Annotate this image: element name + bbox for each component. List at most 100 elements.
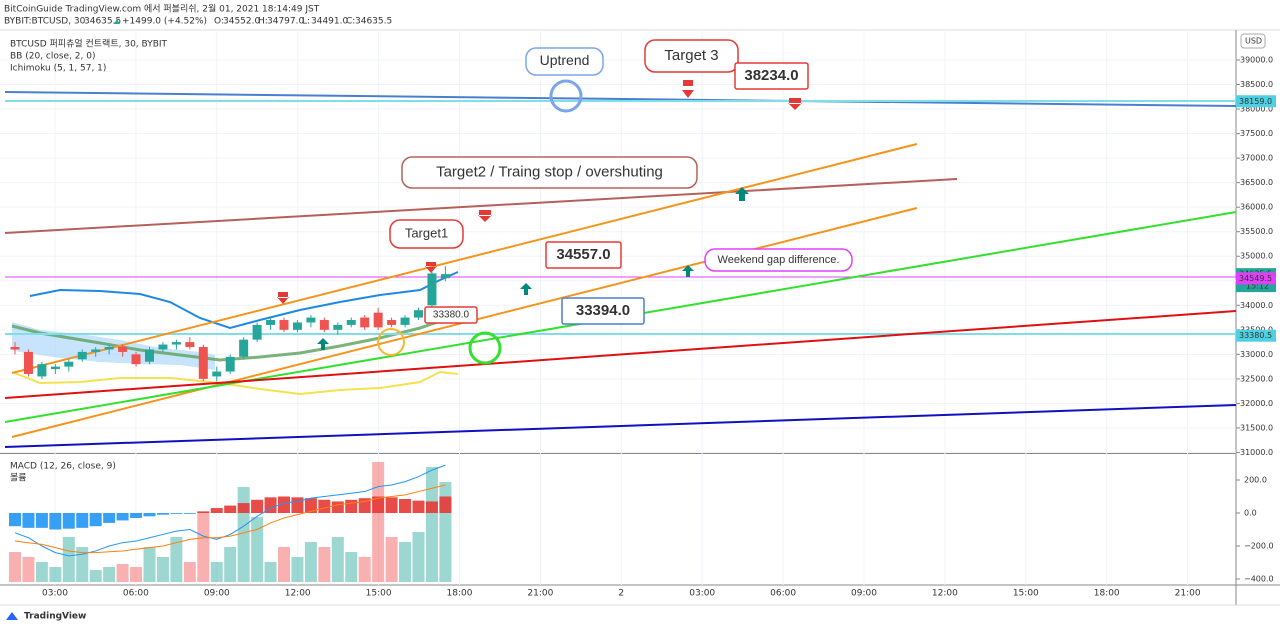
annotation-text: 38234.0 bbox=[744, 67, 798, 84]
price-tag-label: 34549.5 bbox=[1239, 274, 1272, 283]
y-tick-label: 38000.0 bbox=[1240, 105, 1273, 114]
candle-body bbox=[440, 274, 450, 279]
macd-histogram-bar bbox=[331, 501, 344, 513]
volume-bar bbox=[103, 567, 116, 582]
volume-bar bbox=[143, 547, 156, 582]
macd-tick-label: −200.0 bbox=[1244, 542, 1274, 551]
annotation-box bbox=[561, 297, 645, 325]
macd-histogram-bar bbox=[385, 497, 398, 513]
x-tick-label: 21:00 bbox=[527, 589, 553, 599]
candle-body bbox=[158, 344, 168, 350]
macd-histogram-bar bbox=[425, 501, 438, 513]
annotation-text: 33394.0 bbox=[576, 302, 630, 319]
volume-bar bbox=[412, 532, 425, 582]
macd-histogram-bar bbox=[89, 513, 102, 527]
y-tick-label: 32500.0 bbox=[1240, 374, 1273, 383]
volume-bar bbox=[62, 537, 75, 582]
macd-histogram-bar bbox=[237, 503, 250, 513]
macd-histogram-bar bbox=[143, 513, 156, 517]
y-tick-label: 39000.0 bbox=[1240, 56, 1273, 65]
y-tick-label: 31000.0 bbox=[1240, 448, 1273, 457]
macd-histogram-bar bbox=[116, 513, 129, 521]
candle-body bbox=[333, 324, 343, 330]
volume-bar bbox=[156, 557, 169, 582]
macd-histogram-bar bbox=[76, 513, 89, 528]
header-field: H: bbox=[258, 17, 268, 27]
unit-label: USD bbox=[1245, 37, 1262, 46]
y-tick-label: 34000.0 bbox=[1240, 301, 1273, 310]
x-tick-label: 12:00 bbox=[285, 589, 311, 599]
macd-histogram-bar bbox=[318, 499, 331, 513]
candle-body bbox=[319, 320, 329, 330]
volume-bar bbox=[372, 462, 385, 582]
x-tick-label: 15:00 bbox=[366, 589, 392, 599]
volume-bar bbox=[318, 547, 331, 582]
volume-bar bbox=[345, 552, 358, 582]
volume-bar bbox=[264, 562, 277, 582]
macd-histogram-bar bbox=[49, 513, 62, 530]
macd-title: MACD (12, 26, close, 9) bbox=[10, 462, 116, 472]
x-tick-label: 06:00 bbox=[123, 589, 149, 599]
volume-bar bbox=[278, 547, 290, 582]
candle-body bbox=[414, 310, 423, 318]
macd-histogram-bar bbox=[251, 499, 264, 513]
volume-bar bbox=[385, 537, 398, 582]
header-field: L: bbox=[302, 17, 310, 27]
y-tick-label: 37500.0 bbox=[1240, 129, 1273, 138]
macd-histogram-bar bbox=[264, 497, 277, 513]
volume-bar bbox=[22, 557, 35, 582]
candle-body bbox=[346, 320, 356, 325]
macd-histogram-bar bbox=[399, 498, 412, 513]
candle-body bbox=[427, 273, 437, 306]
volume-bar bbox=[89, 570, 102, 582]
header-field: 34635.5 bbox=[84, 17, 121, 27]
header-field: O: bbox=[214, 17, 224, 27]
candle-body bbox=[279, 320, 289, 330]
macd-tick-label: −400.0 bbox=[1244, 575, 1274, 584]
publish-line: BitCoinGuide TradingView.com 에서 퍼블리쉬, 2월… bbox=[4, 3, 320, 15]
x-tick-label: 06:00 bbox=[770, 589, 796, 599]
up-arrow bbox=[114, 19, 120, 24]
price-tag bbox=[1236, 272, 1276, 285]
volume-bar bbox=[35, 562, 48, 582]
volume-bar bbox=[331, 537, 344, 582]
header-field: 34552.0 bbox=[223, 17, 260, 27]
volume-bar bbox=[130, 567, 143, 582]
candle-body bbox=[104, 347, 114, 350]
annotation-box bbox=[401, 156, 698, 189]
y-tick-label: 36500.0 bbox=[1240, 178, 1273, 187]
macd-histogram-bar bbox=[9, 513, 21, 527]
volume-bar bbox=[49, 567, 62, 582]
y-tick-label: 32000.0 bbox=[1240, 399, 1273, 408]
macd-tick-label: 200.0 bbox=[1244, 476, 1267, 485]
annotation-text: Weekend gap difference. bbox=[718, 254, 840, 266]
annotation-box bbox=[734, 62, 809, 90]
candle-body bbox=[185, 342, 195, 348]
x-tick-label: 18:00 bbox=[447, 589, 473, 599]
x-tick-label: 03:00 bbox=[689, 589, 715, 599]
candle-body bbox=[145, 349, 154, 362]
header-field: 34491.0 bbox=[311, 17, 348, 27]
candle-body bbox=[225, 356, 235, 372]
candle-body bbox=[266, 320, 276, 325]
volume-bar bbox=[251, 517, 264, 582]
macd-histogram-bar bbox=[197, 511, 210, 513]
annotation-text: 33380.0 bbox=[433, 310, 470, 321]
y-tick-label: 36000.0 bbox=[1240, 203, 1273, 212]
x-tick-label: 09:00 bbox=[204, 589, 230, 599]
annotation-text: Uptrend bbox=[540, 52, 590, 68]
macd-histogram-bar bbox=[170, 513, 183, 514]
annotation-box bbox=[545, 241, 622, 269]
candle-body bbox=[239, 339, 249, 357]
annotation-box bbox=[644, 39, 739, 73]
header-field: 34797.0 bbox=[267, 17, 304, 27]
annotation-box bbox=[389, 219, 464, 249]
volume-title: 볼륨 bbox=[10, 473, 27, 484]
x-tick-label: 12:00 bbox=[932, 589, 958, 599]
y-tick-label: 33000.0 bbox=[1240, 350, 1273, 359]
macd-histogram-bar bbox=[183, 513, 196, 514]
y-tick-label: 35500.0 bbox=[1240, 227, 1273, 236]
macd-histogram-bar bbox=[304, 498, 317, 513]
volume-bar bbox=[116, 564, 129, 582]
